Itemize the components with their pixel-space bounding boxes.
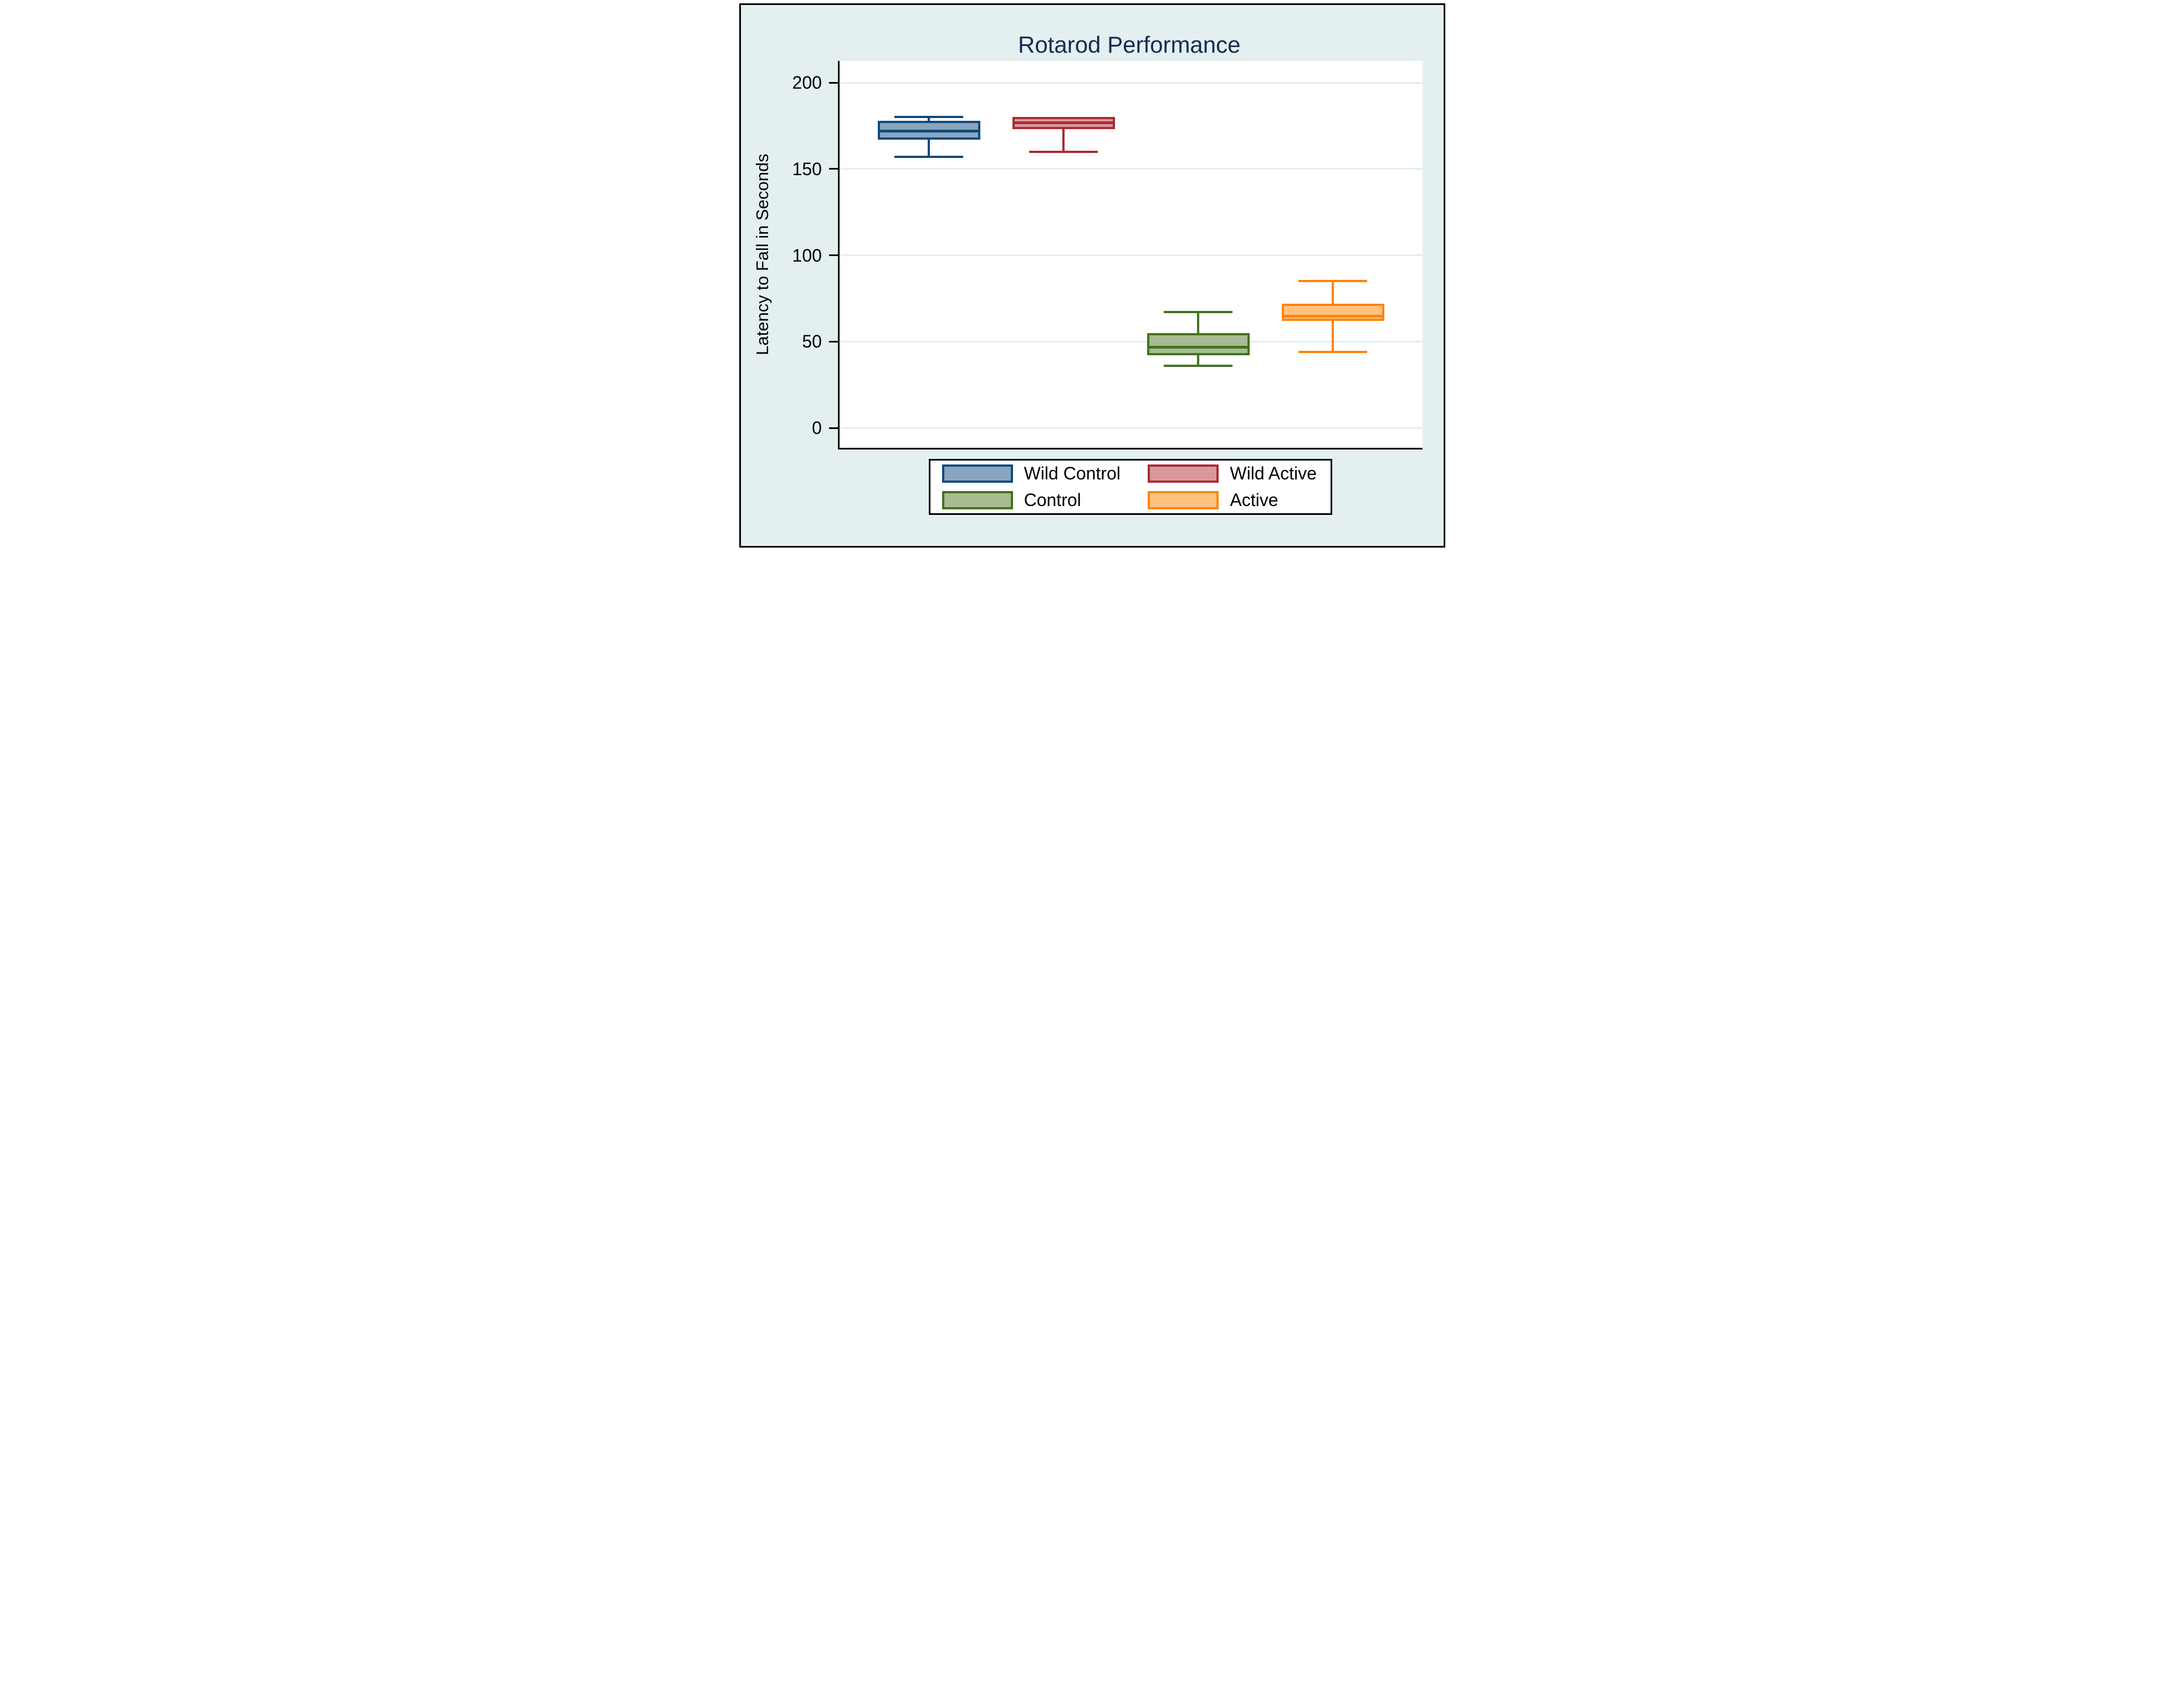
lower-whisker-cap-wild-control (894, 156, 964, 158)
legend-label-control: Control (1024, 489, 1081, 510)
y-tick-label-150: 150 (792, 159, 822, 179)
lower-whisker-cap-wild-active (1029, 150, 1098, 153)
y-tick-150 (829, 168, 838, 170)
y-tick-label-50: 50 (802, 331, 822, 352)
legend-item-active: Active (1148, 490, 1331, 510)
median-control (1147, 345, 1250, 349)
gridline-100 (839, 254, 1423, 257)
legend-label-wild-control: Wild Control (1024, 463, 1121, 484)
y-tick-200 (829, 81, 838, 84)
upper-whisker-stem-active (1332, 281, 1334, 304)
median-wild-control (877, 130, 980, 133)
gridline-0 (839, 427, 1423, 429)
legend-item-wild-control: Wild Control (942, 463, 1148, 484)
y-tick-100 (829, 254, 838, 257)
lower-whisker-cap-control (1164, 364, 1233, 367)
y-tick-50 (829, 340, 838, 343)
legend-item-control: Control (942, 490, 1148, 510)
plot-area (837, 61, 1423, 449)
legend-swatch-active (1148, 491, 1219, 509)
y-tick-0 (829, 427, 838, 429)
upper-whisker-cap-control (1164, 311, 1233, 314)
gridline-200 (839, 81, 1423, 84)
gridline-50 (839, 340, 1423, 343)
upper-whisker-cap-active (1298, 280, 1368, 283)
upper-whisker-stem-control (1197, 312, 1200, 333)
lower-whisker-cap-active (1298, 351, 1368, 354)
upper-whisker-cap-wild-control (894, 116, 964, 119)
y-tick-label-0: 0 (812, 418, 822, 438)
median-wild-active (1012, 121, 1115, 124)
upper-whisker-stem-wild-control (928, 117, 930, 121)
legend-swatch-wild-active (1148, 464, 1219, 483)
legend-item-wild-active: Wild Active (1148, 463, 1331, 484)
lower-whisker-stem-wild-control (928, 139, 930, 157)
lower-whisker-stem-wild-active (1062, 129, 1065, 152)
box-active (1281, 303, 1384, 321)
legend: Wild Control Wild Active Control Active (929, 458, 1333, 515)
boxplot-figure: Rotarod Performance Latency to Fall in S… (739, 3, 1445, 548)
chart-title: Rotarod Performance (1017, 31, 1241, 58)
lower-whisker-stem-active (1332, 320, 1334, 352)
y-tick-label-100: 100 (792, 245, 822, 265)
legend-swatch-control (942, 491, 1013, 509)
legend-swatch-wild-control (942, 464, 1013, 483)
gridline-150 (839, 168, 1423, 170)
box-control (1147, 333, 1250, 356)
legend-label-active: Active (1230, 489, 1278, 510)
median-active (1281, 314, 1384, 318)
lower-whisker-stem-control (1197, 355, 1200, 366)
y-tick-label-200: 200 (792, 73, 822, 93)
legend-label-wild-active: Wild Active (1230, 463, 1317, 484)
